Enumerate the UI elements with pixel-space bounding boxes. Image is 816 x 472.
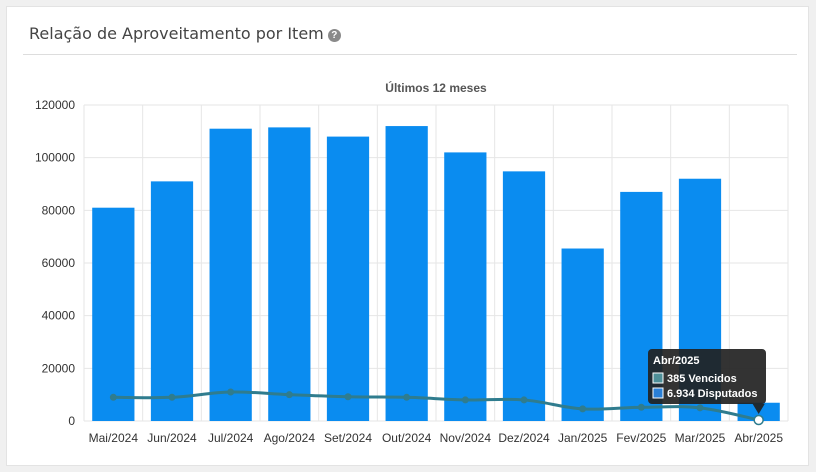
x-tick-label: Jun/2024 (147, 431, 197, 445)
x-tick-label: Nov/2024 (440, 431, 492, 445)
bar-disputados (209, 128, 252, 421)
card-title: Relação de Aproveitamento por Item? (29, 24, 341, 43)
y-tick-label: 120000 (35, 98, 75, 112)
y-tick-label: 40000 (42, 309, 76, 323)
tooltip-box (648, 349, 766, 414)
line-point (285, 391, 293, 399)
y-tick-label: 80000 (42, 203, 76, 217)
x-tick-label: Jan/2025 (558, 431, 608, 445)
tooltip-title: Abr/2025 (653, 355, 699, 367)
line-point (227, 388, 235, 396)
help-icon[interactable]: ? (327, 29, 341, 42)
x-tick-label: Fev/2025 (616, 431, 666, 445)
x-tick-label: Jul/2024 (208, 431, 254, 445)
tooltip-line-disputados: 6.934 Disputados (667, 388, 757, 400)
bar-disputados (326, 136, 370, 421)
x-tick-label: Set/2024 (324, 431, 372, 445)
line-point (168, 393, 176, 401)
line-point (637, 403, 645, 411)
tooltip-line-vencidos: 385 Vencidos (667, 373, 737, 385)
line-point (403, 393, 411, 401)
line-point (579, 405, 587, 413)
x-tick-label: Out/2024 (382, 431, 432, 445)
card-title-text: Relação de Aproveitamento por Item (29, 24, 324, 43)
bar-disputados (268, 127, 311, 421)
line-point (696, 404, 704, 412)
bar-disputados (444, 152, 487, 421)
y-tick-label: 100000 (35, 151, 75, 165)
header-divider (23, 54, 797, 55)
x-tick-label: Mai/2024 (89, 431, 139, 445)
y-tick-label: 60000 (42, 256, 76, 270)
bar-disputados (385, 126, 428, 422)
line-point-highlighted (753, 414, 764, 426)
card-header: Relação de Aproveitamento por Item? (7, 7, 808, 57)
tooltip-swatch-vencidos (652, 372, 664, 384)
x-tick-label: Mar/2025 (675, 431, 726, 445)
x-tick-label: Ago/2024 (264, 431, 316, 445)
line-point (520, 396, 528, 404)
bar-disputados (150, 181, 194, 421)
line-vencidos (113, 390, 759, 422)
chart-title: Últimos 12 meses (385, 80, 487, 95)
tooltip-swatch-disputados (652, 387, 664, 399)
line-point (109, 393, 117, 401)
y-tick-label: 0 (68, 414, 75, 428)
y-tick-label: 20000 (42, 361, 76, 375)
line-point (461, 396, 469, 404)
bar-disputados (561, 248, 604, 421)
bar-disputados (92, 207, 135, 421)
line-point (344, 393, 352, 401)
bar-disputados (502, 171, 546, 421)
x-tick-label: Dez/2024 (498, 431, 550, 445)
x-tick-label: Abr/2025 (734, 431, 783, 445)
